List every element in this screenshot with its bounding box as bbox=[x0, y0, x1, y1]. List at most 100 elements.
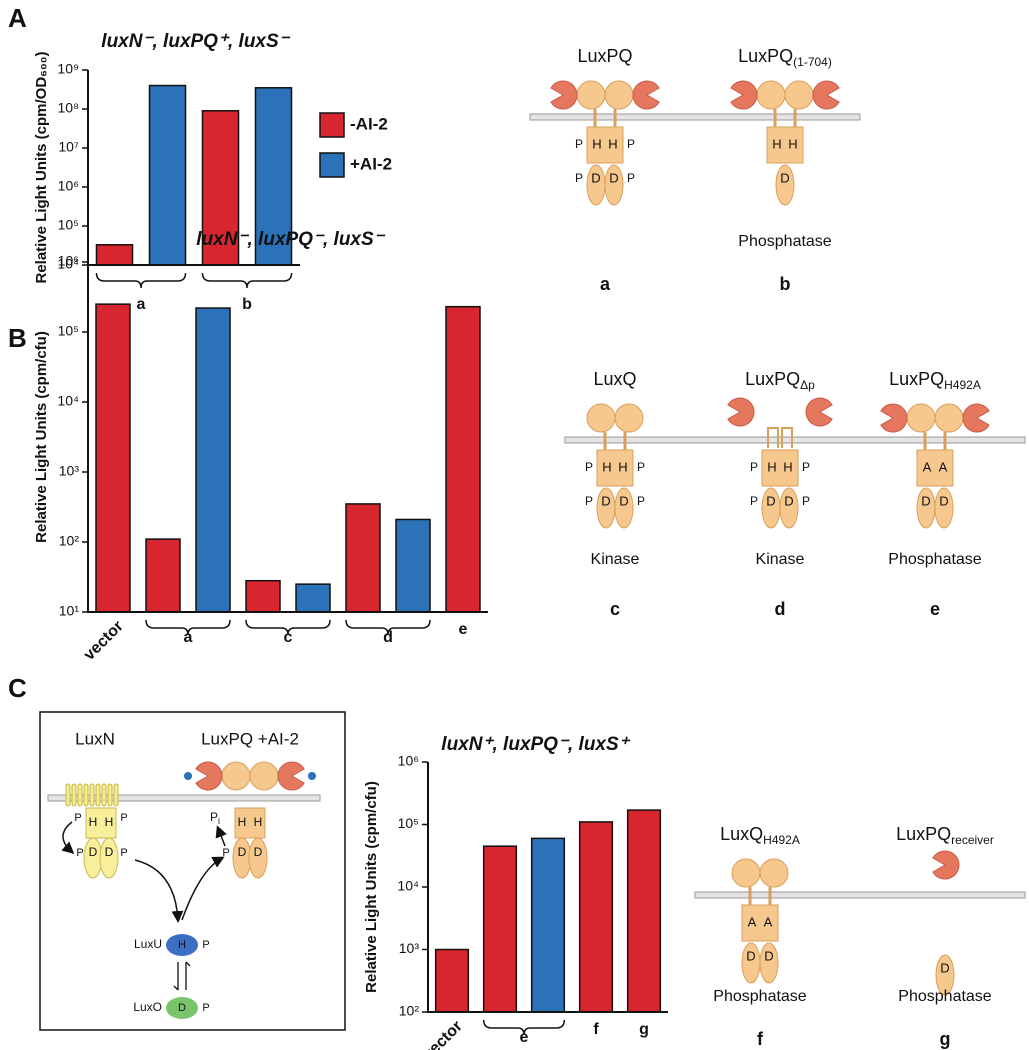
phosphate: P bbox=[627, 171, 635, 185]
arrow bbox=[61, 821, 75, 854]
construct-name: LuxQH492A bbox=[720, 824, 800, 847]
tm-helix bbox=[95, 783, 101, 807]
y-tick-label: 10⁴ bbox=[57, 256, 79, 272]
construct-name: LuxQ bbox=[593, 369, 636, 389]
residue: H bbox=[592, 136, 601, 151]
luxp bbox=[550, 80, 578, 110]
y-axis-label: Relative Light Units (cpm/OD₆₀₀) bbox=[33, 51, 50, 283]
membrane bbox=[564, 436, 1026, 444]
x-tick-label: f bbox=[593, 1021, 599, 1038]
residue: D bbox=[784, 493, 793, 508]
tm-loop bbox=[781, 427, 793, 448]
x-tick-label: a bbox=[137, 296, 146, 313]
construct-id: f bbox=[757, 1029, 764, 1049]
residue: H bbox=[618, 459, 627, 474]
arrow bbox=[181, 856, 225, 921]
residue: H bbox=[608, 136, 617, 151]
tm-helix bbox=[83, 783, 89, 807]
kinase-domain bbox=[916, 449, 954, 487]
membrane bbox=[47, 794, 321, 802]
axes bbox=[427, 762, 668, 1013]
residue: D bbox=[238, 845, 247, 859]
chart-title: luxN⁻, luxPQ⁺, luxS⁻ bbox=[101, 31, 290, 52]
residue: H bbox=[254, 815, 263, 829]
bar bbox=[445, 305, 481, 613]
luxp bbox=[812, 80, 840, 110]
legend-swatch bbox=[319, 152, 345, 178]
phosphate: P bbox=[585, 460, 593, 474]
construct-name: LuxPQ(1-704) bbox=[738, 46, 832, 69]
residue: D bbox=[766, 493, 775, 508]
phosphate: P bbox=[802, 460, 810, 474]
periplasmic-domain bbox=[614, 403, 644, 433]
luxp bbox=[195, 761, 223, 791]
construct-name: LuxPQ bbox=[577, 46, 632, 66]
residue: D bbox=[940, 960, 949, 975]
y-tick-label: 10⁵ bbox=[398, 815, 419, 831]
y-axis-label: Relative Light Units (cpm/cfu) bbox=[363, 781, 380, 993]
y-tick-label: 10⁶ bbox=[58, 178, 79, 194]
construct-id: c bbox=[610, 599, 620, 619]
x-tick-label: c bbox=[284, 629, 293, 646]
luxn-kinase bbox=[85, 807, 117, 839]
function-label: Kinase bbox=[756, 551, 805, 568]
residue: H bbox=[772, 136, 781, 151]
luxp bbox=[632, 80, 660, 110]
chart-title: luxN⁺, luxPQ⁻, luxS⁺ bbox=[441, 734, 630, 755]
y-tick-label: 10¹ bbox=[59, 603, 80, 619]
residue: H bbox=[105, 815, 114, 829]
luxp bbox=[730, 80, 758, 110]
tm-helix bbox=[113, 783, 119, 807]
y-tick-label: 10³ bbox=[399, 940, 420, 956]
residue: D bbox=[105, 845, 114, 859]
kinase-domain bbox=[766, 126, 804, 164]
periplasmic-domain bbox=[249, 761, 279, 791]
luxp bbox=[932, 850, 960, 880]
pathway-box bbox=[39, 711, 346, 1031]
phosphate: P bbox=[802, 494, 810, 508]
group-brace bbox=[145, 619, 231, 636]
phosphate: P bbox=[74, 812, 81, 824]
tm-loop bbox=[767, 427, 779, 448]
sensor-name: LuxPQ +AI-2 bbox=[201, 729, 299, 748]
group-brace bbox=[245, 619, 331, 636]
y-tick-label: 10⁵ bbox=[58, 217, 79, 233]
tm-helix bbox=[89, 783, 95, 807]
membrane bbox=[694, 891, 1026, 899]
periplasmic-domain bbox=[604, 80, 634, 110]
receiver-domain bbox=[779, 487, 799, 529]
construct-name-main: LuxPQ bbox=[577, 46, 632, 66]
luxp bbox=[805, 397, 833, 427]
construct-id: b bbox=[780, 274, 791, 294]
bar bbox=[395, 518, 431, 613]
y-tick-label: 10⁹ bbox=[57, 61, 79, 77]
function-label: Phosphatase bbox=[888, 551, 982, 568]
phosphate: P bbox=[202, 1002, 209, 1014]
residue: D bbox=[746, 948, 755, 963]
phosphate: P bbox=[120, 812, 127, 824]
bar bbox=[195, 307, 231, 613]
bar bbox=[95, 303, 131, 613]
inorganic-phosphate: Pi bbox=[210, 810, 220, 826]
function-label: Phosphatase bbox=[713, 988, 807, 1005]
construct-name-sub: Δp bbox=[800, 378, 815, 392]
luxpq-kinase bbox=[234, 807, 266, 839]
x-tick-label: vector bbox=[420, 1018, 466, 1050]
x-tick-label: vector bbox=[81, 618, 127, 664]
receiver-domain bbox=[759, 942, 779, 984]
residue: A bbox=[764, 914, 773, 929]
residue: D bbox=[89, 845, 98, 859]
residue: H bbox=[783, 459, 792, 474]
protein-name: LuxU bbox=[134, 937, 162, 951]
x-tick-label: b bbox=[242, 296, 252, 313]
receiver-domain bbox=[934, 487, 954, 529]
function-label: Phosphatase bbox=[898, 988, 992, 1005]
phosphate: P bbox=[750, 494, 758, 508]
legend-swatch bbox=[319, 112, 345, 138]
residue: A bbox=[748, 914, 757, 929]
luxo bbox=[166, 997, 198, 1019]
kinase-domain bbox=[741, 904, 779, 942]
construct-name-main: LuxPQ bbox=[896, 824, 951, 844]
arrow bbox=[215, 825, 227, 847]
y-tick-label: 10⁷ bbox=[58, 139, 79, 155]
